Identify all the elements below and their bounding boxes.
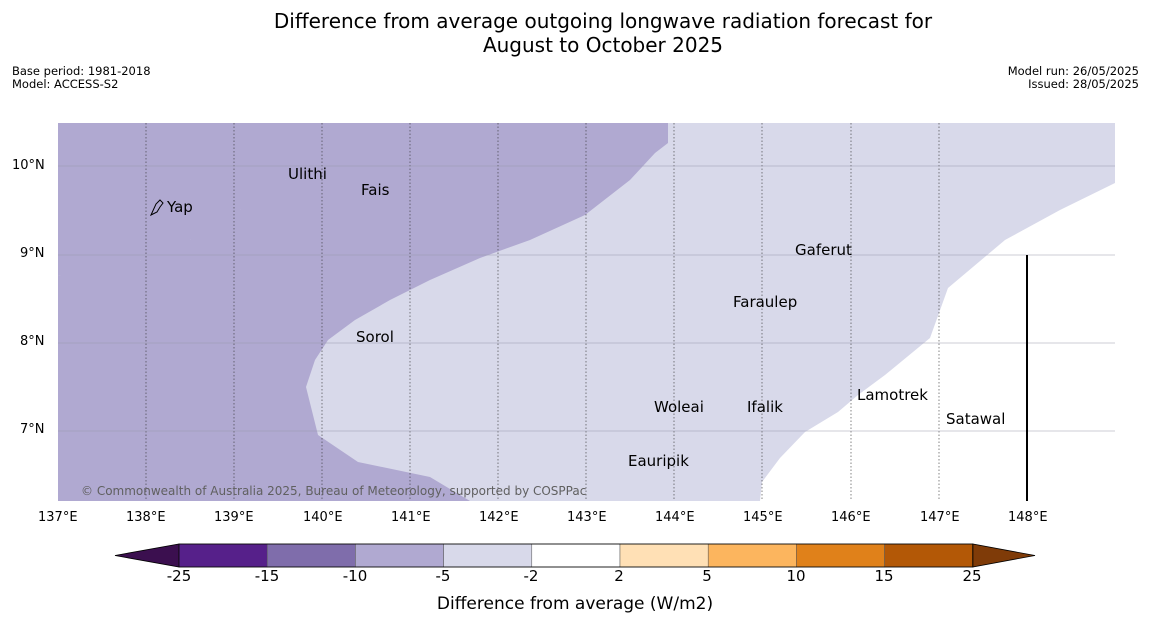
base-period-text: Base period: 1981-2018: [12, 64, 151, 78]
title-line-1: Difference from average outgoing longwav…: [273, 9, 933, 33]
gridlines: [58, 123, 1115, 501]
colorbar-tick: 5: [702, 567, 712, 585]
lon-tick: 140°E: [303, 510, 343, 525]
meta-left: Base period: 1981-2018 Model: ACCESS-S2: [12, 65, 151, 91]
colorbar-tick: 25: [962, 567, 982, 585]
yap-island: [149, 199, 164, 217]
issued-text: Issued: 28/05/2025: [1028, 77, 1139, 91]
colorbar-segment: [443, 543, 533, 568]
place-satawal: Satawal: [946, 410, 1006, 428]
place-lamotrek: Lamotrek: [857, 386, 928, 404]
place-sorol: Sorol: [356, 328, 394, 346]
place-gaferut: Gaferut: [795, 241, 852, 259]
colorbar-segment: [178, 543, 268, 568]
place-woleai: Woleai: [654, 398, 704, 416]
colorbar-tick: -2: [523, 567, 539, 585]
model-text: Model: ACCESS-S2: [12, 77, 119, 91]
lon-tick: 143°E: [567, 510, 607, 525]
colorbar-label: Difference from average (W/m2): [436, 594, 714, 614]
lon-tick: 146°E: [831, 510, 871, 525]
lat-tick: 7°N: [20, 422, 45, 437]
colorbar-segment: [707, 543, 797, 568]
colorbar-segment: [266, 543, 356, 568]
copyright-notice: © Commonwealth of Australia 2025, Bureau…: [81, 484, 587, 498]
place-ulithi: Ulithi: [288, 165, 327, 183]
title-line-2: August to October 2025: [482, 33, 724, 57]
meta-right: Model run: 26/05/2025 Issued: 28/05/2025: [1008, 65, 1139, 91]
colorbar-segment: [619, 543, 709, 568]
colorbar-segment: [796, 543, 885, 568]
lon-tick: 138°E: [126, 510, 166, 525]
lon-tick: 142°E: [479, 510, 519, 525]
lon-tick: 144°E: [655, 510, 695, 525]
colorbar-tick: -15: [254, 567, 280, 585]
place-eauripik: Eauripik: [628, 452, 689, 470]
colorbar-outline: [178, 543, 974, 568]
lon-tick: 148°E: [1008, 510, 1048, 525]
model-run-text: Model run: 26/05/2025: [1007, 64, 1139, 78]
colorbar-segment: [355, 543, 444, 568]
place-fais: Fais: [361, 181, 390, 199]
colorbar-tick: -5: [435, 567, 451, 585]
islands: [149, 199, 164, 217]
lat-tick: 8°N: [20, 334, 45, 349]
place-ifalik: Ifalik: [747, 398, 783, 416]
lat-tick: 10°N: [12, 158, 45, 173]
place-faraulep: Faraulep: [733, 293, 798, 311]
lon-tick: 147°E: [920, 510, 960, 525]
colorbar-tick: -25: [166, 567, 192, 585]
lon-tick: 145°E: [743, 510, 783, 525]
colorbar-tick: 15: [874, 567, 894, 585]
colorbar-extend-low: [114, 543, 180, 568]
place-yap: Yap: [167, 198, 193, 216]
colorbar-tick: 10: [786, 567, 806, 585]
colorbar-segment: [884, 543, 974, 568]
map-region-dark-purple: [58, 123, 668, 501]
lat-tick: 9°N: [20, 246, 45, 261]
colorbar-segment: [531, 543, 621, 568]
colorbar-tick: 2: [614, 567, 624, 585]
colorbar-extend-high: [972, 543, 1036, 568]
colorbar-tick: -10: [342, 567, 368, 585]
lon-tick: 137°E: [38, 510, 78, 525]
lon-tick: 139°E: [214, 510, 254, 525]
lon-tick: 141°E: [391, 510, 431, 525]
